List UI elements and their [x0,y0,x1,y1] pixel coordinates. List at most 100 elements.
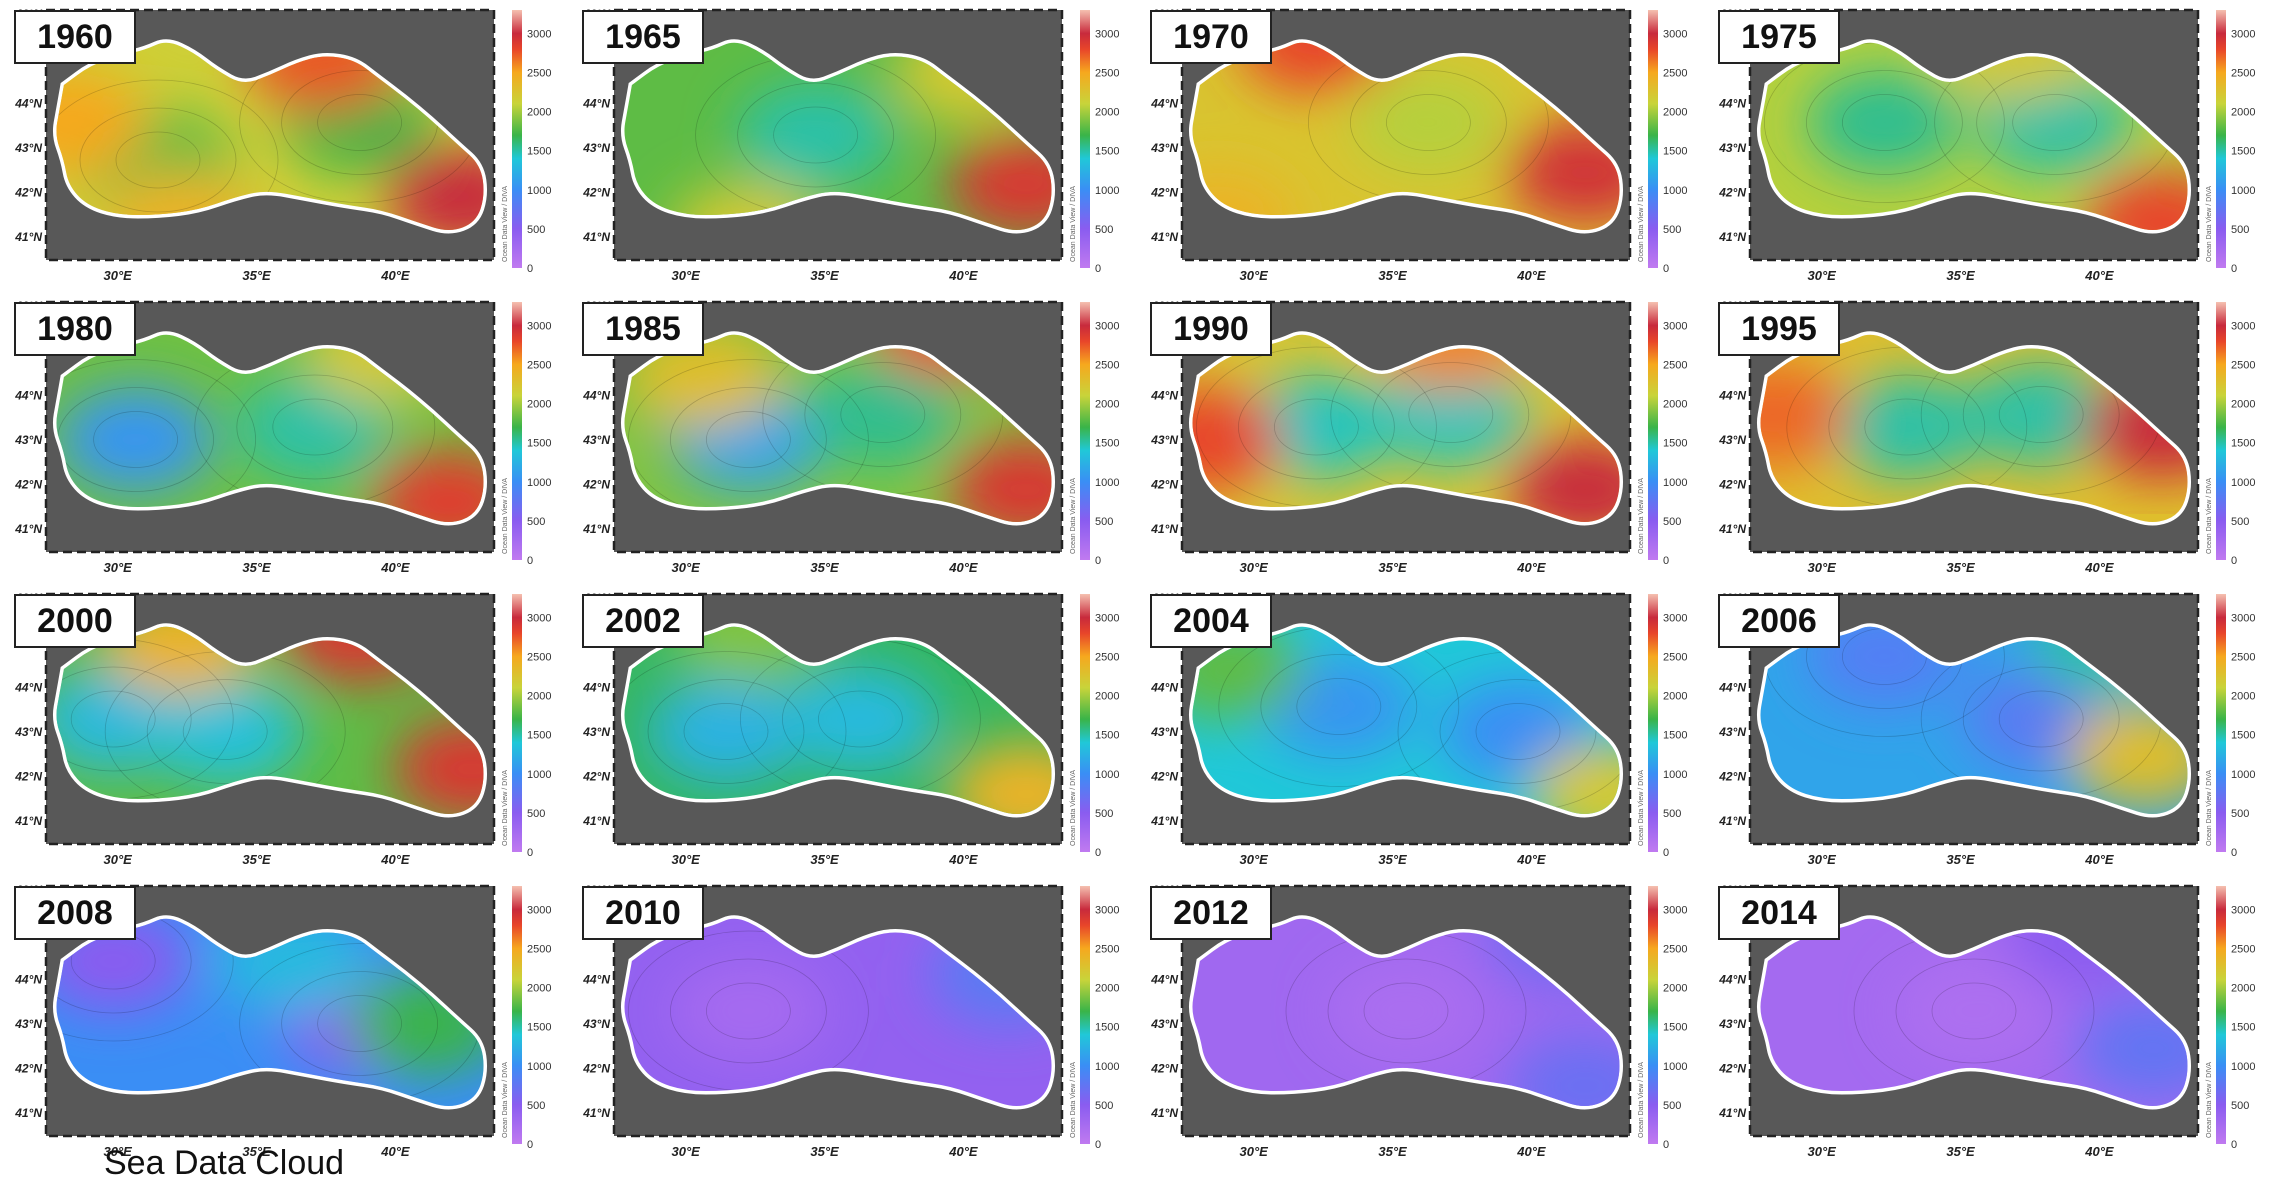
map-panel-1985: 46°N45°N44°N43°N42°N41°N30°E35°E40°E3000… [568,292,1133,584]
colorbar-tick: 1500 [527,146,551,158]
lat-label: 44°N [14,388,42,402]
field-anomaly [371,450,484,522]
lat-label: 44°N [1718,96,1746,110]
map-frame [1180,300,1632,554]
lon-label: 35°E [242,1144,271,1159]
colorbar-tick: 1000 [1095,185,1119,197]
lat-label: 43°N [1150,433,1178,447]
lon-label: 40°E [948,268,978,283]
lat-label: 44°N [582,680,610,694]
colorbar-tick: 1000 [1095,477,1119,489]
colorbar-caption: Ocean Data View / DIVA [2206,1062,2213,1138]
lon-label: 35°E [1946,1144,1975,1159]
map-panel-1990: 46°N45°N44°N43°N42°N41°N30°E35°E40°E3000… [1136,292,1701,584]
colorbar [1080,594,1090,852]
colorbar-tick: 1500 [2231,146,2255,158]
colorbar-tick: 1500 [1663,438,1687,450]
field-anomaly [1328,959,1484,1063]
lat-label: 44°N [1718,388,1746,402]
colorbar-tick: 3000 [1663,28,1687,40]
year-label: 2000 [14,594,136,648]
colorbar-tick: 1000 [527,185,551,197]
lon-label: 30°E [1808,268,1837,283]
lat-label: 41°N [1718,1106,1746,1120]
lon-label: 40°E [948,560,978,575]
field-anomaly [948,742,1052,814]
colorbar-tick: 1500 [1095,146,1119,158]
colorbar-caption: Ocean Data View / DIVA [2206,478,2213,554]
lon-label: 35°E [1378,560,1407,575]
map-canvas: 46°N45°N44°N43°N42°N41°N30°E35°E40°E3000… [14,299,551,575]
map-canvas: 46°N45°N44°N43°N42°N41°N30°E35°E40°E3000… [14,7,551,283]
colorbar-tick: 1500 [2231,730,2255,742]
field-anomaly [670,959,827,1063]
colorbar-tick: 2500 [527,360,551,372]
lat-label: 43°N [14,725,42,739]
field-anomaly [1192,387,1283,492]
lon-label: 40°E [380,560,410,575]
colorbar-tick: 0 [527,1139,533,1151]
lon-label: 30°E [1240,852,1269,867]
lon-label: 35°E [1378,268,1407,283]
lat-label: 44°N [14,96,42,110]
map-panel-1995: 46°N45°N44°N43°N42°N41°N30°E35°E40°E3000… [1704,292,2269,584]
year-label: 2008 [14,886,136,940]
year-label: 1965 [582,10,704,64]
colorbar-caption: Ocean Data View / DIVA [2206,186,2213,262]
year-label: 2002 [582,594,704,648]
lon-label: 35°E [1946,560,1975,575]
colorbar-tick: 1000 [527,769,551,781]
colorbar-tick: 2500 [1095,68,1119,80]
colorbar-tick: 3000 [1095,320,1119,332]
colorbar [2216,886,2226,1144]
colorbar-tick: 2000 [2231,983,2255,995]
colorbar-tick: 500 [1095,516,1113,528]
lon-label: 35°E [1946,268,1975,283]
lat-label: 44°N [14,680,42,694]
colorbar-caption: Ocean Data View / DIVA [1070,770,1077,846]
lon-label: 35°E [810,852,839,867]
colorbar-caption: Ocean Data View / DIVA [1070,186,1077,262]
lon-label: 30°E [104,268,133,283]
lat-label: 43°N [14,1017,42,1031]
map-canvas: 46°N45°N44°N43°N42°N41°N30°E35°E40°E3000… [582,299,1119,575]
lat-label: 44°N [1150,972,1178,986]
field-anomaly [948,133,1052,230]
lon-label: 35°E [810,268,839,283]
colorbar-tick: 2000 [527,399,551,411]
lat-label: 41°N [1150,1106,1178,1120]
colorbar-tick: 2500 [1663,68,1687,80]
colorbar-tick: 3000 [527,904,551,916]
year-label: 1975 [1718,10,1840,64]
colorbar-tick: 2500 [527,944,551,956]
map-frame [44,884,496,1138]
colorbar-tick: 1000 [2231,1061,2255,1073]
colorbar-tick: 3000 [1095,612,1119,624]
map-panel-2010: 46°N45°N44°N43°N42°N41°N30°E35°E40°E3000… [568,876,1133,1168]
colorbar [2216,302,2226,560]
colorbar-tick: 0 [2231,263,2237,275]
colorbar-tick: 2000 [1663,399,1687,411]
colorbar-caption: Ocean Data View / DIVA [1638,770,1645,846]
colorbar-tick: 3000 [2231,28,2255,40]
colorbar [512,886,522,1144]
map-panel-2002: 46°N45°N44°N43°N42°N41°N30°E35°E40°E3000… [568,584,1133,876]
lon-label: 30°E [672,852,701,867]
colorbar-tick: 500 [1663,1100,1681,1112]
colorbar-tick: 500 [527,808,545,820]
colorbar-tick: 2500 [1095,944,1119,956]
map-canvas: 46°N45°N44°N43°N42°N41°N30°E35°E40°E3000… [1718,299,2255,575]
colorbar-tick: 0 [1663,555,1669,567]
field-anomaly [56,70,147,175]
colorbar-tick: 2000 [1095,399,1119,411]
lat-label: 41°N [1150,522,1178,536]
lat-label: 41°N [582,230,610,244]
map-frame [44,592,496,846]
colorbar-tick: 500 [1095,808,1113,820]
colorbar-tick: 2500 [2231,652,2255,664]
field-anomaly [1529,742,1620,814]
colorbar-tick: 0 [527,847,533,859]
lon-label: 40°E [1516,1144,1546,1159]
colorbar-tick: 1000 [2231,769,2255,781]
map-canvas: 46°N45°N44°N43°N42°N41°N30°E35°E40°E3000… [14,591,551,867]
